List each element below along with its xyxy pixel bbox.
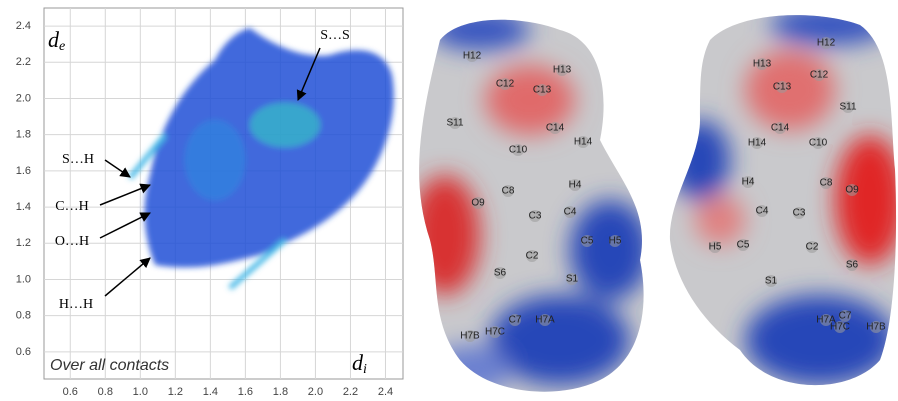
x-tick-label: 2.2	[343, 386, 358, 398]
y-tick-label: 2.4	[16, 20, 31, 32]
atom-label: H4	[742, 177, 755, 188]
atom-label: C2	[806, 242, 819, 253]
y-tick-label: 1.4	[16, 201, 31, 213]
y-tick-label: 1.2	[16, 237, 31, 249]
atom-label: C14	[546, 123, 565, 134]
atom-label: S11	[839, 102, 856, 113]
atom-label: S1	[566, 274, 579, 285]
chart-title: Over all contacts	[50, 357, 169, 374]
atom-label: C7	[509, 315, 522, 326]
atom-label: H7B	[866, 322, 886, 333]
atom-label: H13	[753, 59, 772, 70]
atom-label: H7C	[485, 327, 505, 338]
atom-label: H5	[709, 242, 722, 253]
atom-label: S1	[765, 276, 778, 287]
atom-label: O9	[471, 198, 485, 209]
atom-label: H7B	[460, 331, 480, 342]
atom-label: C10	[509, 145, 528, 156]
annotation: C…H	[55, 199, 88, 214]
annotation: S…H	[62, 152, 94, 167]
x-tick-label: 1.6	[238, 386, 253, 398]
atom-label: C14	[771, 123, 790, 134]
x-tick-label: 1.0	[133, 386, 148, 398]
y-tick-label: 2.2	[16, 56, 31, 68]
x-tick-label: 1.8	[273, 386, 288, 398]
annotation: H…H	[59, 297, 93, 312]
atom-label: H4	[569, 180, 582, 191]
x-tick-label: 1.4	[203, 386, 218, 398]
atom-label: H7C	[830, 322, 850, 333]
atom-label: H13	[553, 65, 572, 76]
atom-label: C3	[793, 208, 806, 219]
atom-label: C2	[526, 251, 539, 262]
atom-label: C5	[737, 240, 750, 251]
atom-label: C12	[496, 79, 515, 90]
y-tick-label: 1.6	[16, 165, 31, 177]
atom-label: S6	[494, 268, 507, 279]
x-tick-label: 0.6	[63, 386, 78, 398]
y-tick-label: 2.0	[16, 92, 31, 104]
atom-label: H12	[463, 51, 482, 62]
annotation: O…H	[55, 234, 89, 249]
atom-label: H14	[574, 137, 593, 148]
atom-label: C4	[756, 206, 769, 217]
atom-label: H5	[609, 236, 622, 247]
x-tick-label: 0.8	[98, 386, 113, 398]
atom-label: O9	[845, 185, 859, 196]
annotation: S…S	[320, 28, 350, 43]
atom-label: C8	[820, 178, 833, 189]
x-tick-label: 2.0	[308, 386, 323, 398]
y-tick-label: 1.0	[16, 273, 31, 285]
atom-label: C10	[809, 138, 828, 149]
atom-label: S11	[446, 118, 463, 129]
figure: de di Over all contacts 0.60.81.01.21.41…	[0, 0, 898, 401]
atom-label: C4	[564, 207, 577, 218]
atom-label: C12	[810, 70, 829, 81]
y-tick-label: 1.8	[16, 129, 31, 141]
atom-label: H12	[817, 38, 836, 49]
y-tick-label: 0.6	[16, 346, 31, 358]
atom-label: C13	[773, 82, 792, 93]
x-tick-label: 2.4	[378, 386, 393, 398]
x-tick-label: 1.2	[168, 386, 183, 398]
y-tick-label: 0.8	[16, 310, 31, 322]
atom-label: C5	[581, 236, 594, 247]
atom-label: C8	[502, 186, 515, 197]
atom-label: H7A	[535, 315, 555, 326]
atom-label: C13	[533, 85, 552, 96]
atom-label: S6	[846, 260, 859, 271]
atom-label: C3	[529, 211, 542, 222]
atom-label: H14	[748, 138, 767, 149]
atom-label: C7	[839, 311, 852, 322]
